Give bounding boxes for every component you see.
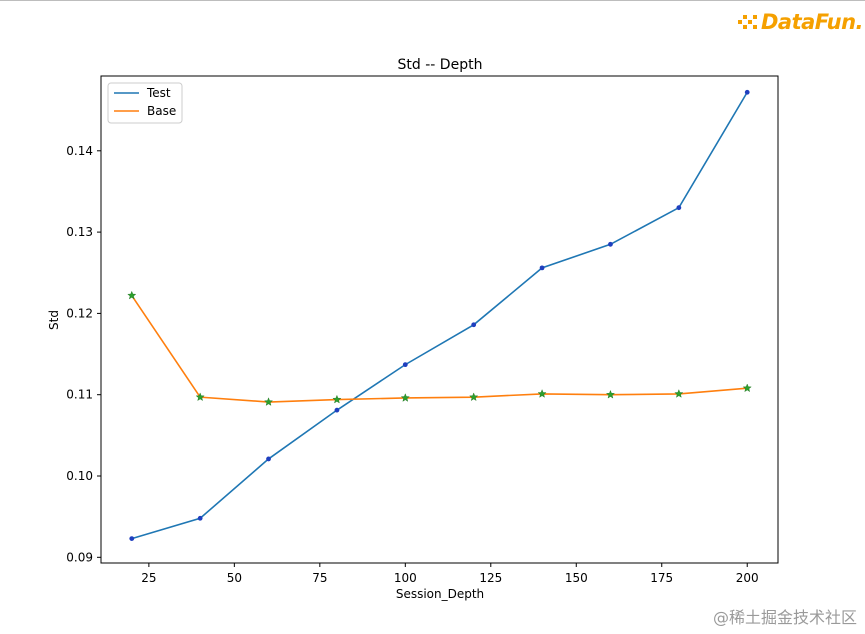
- y-axis-ticks: 0.09 0.10 0.11 0.12 0.13 0.14: [66, 144, 101, 564]
- x-tick-label: 150: [565, 571, 588, 585]
- y-tick-label: 0.14: [66, 144, 93, 158]
- legend: Test Base: [107, 82, 183, 124]
- logo-dots-icon: [738, 12, 760, 32]
- data-point-test: [539, 265, 545, 271]
- datafun-logo: DataFun.: [738, 6, 864, 38]
- data-point-test: [744, 89, 750, 95]
- data-point-base: [127, 290, 137, 300]
- y-tick-label: 0.09: [66, 550, 93, 564]
- x-tick-label: 175: [650, 571, 673, 585]
- data-point-test: [471, 322, 477, 328]
- x-axis-label: Session_Depth: [396, 587, 484, 601]
- y-tick-label: 0.10: [66, 469, 93, 483]
- data-point-test: [608, 241, 613, 247]
- data-point-base: [742, 383, 752, 393]
- axes-frame: [100, 75, 779, 564]
- x-tick-label: 25: [141, 571, 156, 585]
- data-point-base: [674, 389, 684, 398]
- data-point-test: [197, 515, 203, 521]
- data-point-base: [605, 389, 615, 399]
- data-point-test: [266, 456, 271, 462]
- series-line-base: [131, 295, 748, 403]
- chart-title: Std -- Depth: [398, 57, 483, 73]
- y-tick-label: 0.13: [66, 225, 93, 239]
- x-tick-label: 200: [736, 571, 759, 585]
- data-point-base: [195, 392, 205, 401]
- x-tick-label: 125: [479, 571, 502, 585]
- legend-label-base: Base: [147, 104, 176, 118]
- data-point-base: [264, 397, 274, 406]
- plot-area: [127, 89, 752, 542]
- series-line-test: [131, 91, 748, 540]
- y-tick-label: 0.12: [66, 306, 93, 320]
- watermark-text: @稀土掘金技术社区: [712, 608, 857, 627]
- data-point-test: [402, 362, 408, 368]
- data-point-test: [129, 536, 135, 542]
- data-point-base: [469, 392, 479, 401]
- x-tick-label: 100: [394, 571, 417, 585]
- logo-text: DataFun.: [761, 10, 864, 34]
- x-tick-label: 50: [227, 571, 242, 585]
- data-point-base: [400, 393, 410, 402]
- data-point-test: [334, 407, 340, 413]
- x-axis-ticks: 25 50 75 100 125 150 175 200: [141, 563, 759, 585]
- y-tick-label: 0.11: [66, 388, 93, 402]
- legend-label-test: Test: [146, 86, 171, 100]
- x-tick-label: 75: [312, 571, 327, 585]
- top-border-line: [0, 0, 865, 1]
- data-point-base: [332, 394, 342, 404]
- data-point-base: [537, 389, 547, 398]
- data-point-test: [676, 205, 682, 211]
- y-axis-label: Std: [47, 310, 61, 330]
